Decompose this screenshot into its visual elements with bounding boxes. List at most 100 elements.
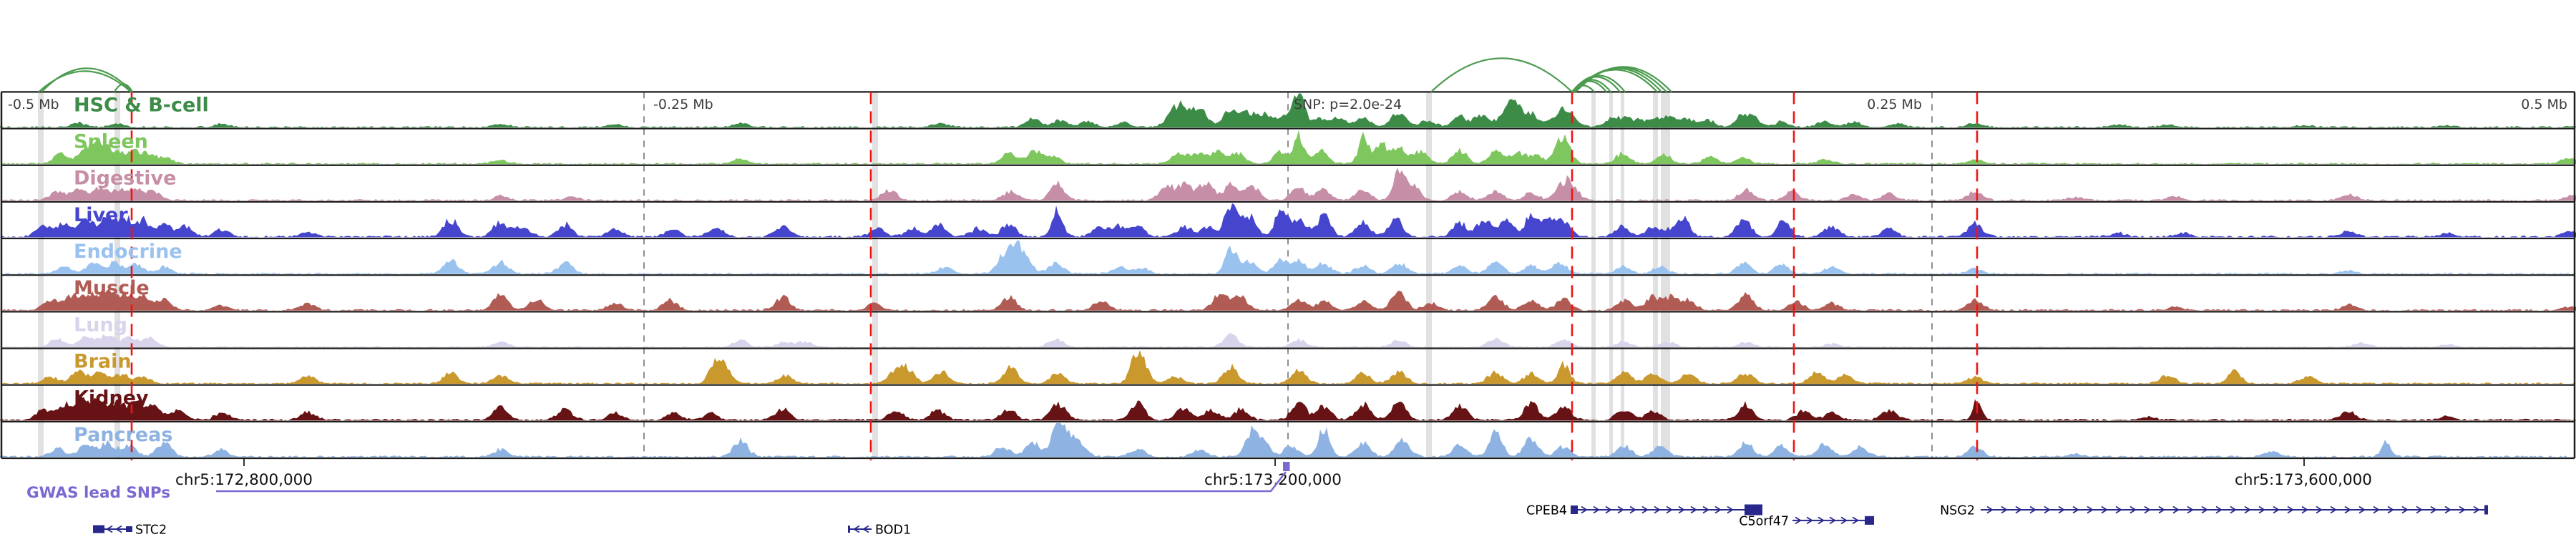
- gene-strand-arrow: [1690, 505, 1697, 514]
- gene-strand-arrow: [2287, 505, 2294, 514]
- gene-strand-arrow: [2187, 505, 2194, 514]
- gene-strand-arrow: [1714, 505, 1722, 514]
- gene-exon-stc2: [93, 525, 104, 533]
- track-label-pancreas: Pancreas: [74, 424, 172, 446]
- gene-strand-arrow: [106, 525, 113, 533]
- gene-strand-arrow: [2373, 505, 2380, 514]
- track-label-lung: Lung: [74, 314, 127, 336]
- ruler-label: -0.5 Mb: [8, 97, 59, 112]
- gene-label-c5orf47: C5orf47: [1739, 514, 1789, 528]
- gene-strand-arrow: [2430, 505, 2437, 514]
- gene-strand-arrow: [2215, 505, 2223, 514]
- gene-strand-arrow: [2144, 505, 2151, 514]
- gene-strand-arrow: [2459, 505, 2466, 514]
- signal-track-hsc-b-cell: [0, 93, 2576, 127]
- gene-strand-arrow: [2072, 505, 2079, 514]
- gene-strand-arrow: [853, 525, 860, 533]
- gene-strand-arrow: [2158, 505, 2165, 514]
- signal-track-endocrine: [0, 240, 2576, 274]
- track-label-brain: Brain: [74, 351, 132, 373]
- gene-strand-arrow: [1852, 516, 1859, 525]
- gene-exon-cpeb4: [1571, 505, 1578, 514]
- gene-strand-arrow: [2201, 505, 2208, 514]
- signal-track-brain: [0, 350, 2576, 384]
- gene-label-cpeb4: CPEB4: [1526, 504, 1567, 518]
- track-label-endocrine: Endocrine: [74, 241, 182, 263]
- gene-strand-arrow: [1840, 516, 1848, 525]
- track-label-spleen: Spleen: [74, 131, 148, 153]
- gene-strand-arrow: [2172, 505, 2180, 514]
- signal-track-pancreas: [0, 422, 2576, 458]
- gwas-snp-marker: [1283, 462, 1290, 471]
- gene-strand-arrow: [2129, 505, 2137, 514]
- gene-strand-arrow: [1617, 505, 1624, 514]
- gene-strand-arrow: [1593, 505, 1600, 514]
- gene-exon-c5orf47: [1865, 516, 1874, 525]
- signal-track-digestive: [0, 168, 2576, 201]
- gene-strand-arrow: [1795, 516, 1802, 525]
- track-label-muscle: Muscle: [74, 277, 150, 299]
- track-label-digestive: Digestive: [74, 168, 176, 190]
- gene-strand-arrow: [2044, 505, 2051, 514]
- gene-strand-arrow: [2301, 505, 2308, 514]
- ruler-label: -0.25 Mb: [653, 97, 713, 112]
- gene-strand-arrow: [2316, 505, 2323, 514]
- interaction-arc: [1575, 66, 1672, 93]
- interaction-arc: [1430, 57, 1573, 93]
- gene-strand-arrow: [2029, 505, 2036, 514]
- gene-strand-arrow: [2101, 505, 2108, 514]
- ruler-label: SNP: p=2.0e-24: [1294, 97, 1402, 112]
- gene-strand-arrow: [1702, 505, 1709, 514]
- ruler-label: 0.5 Mb: [2521, 97, 2567, 112]
- interaction-arc: [38, 70, 132, 93]
- gene-strand-arrow: [1678, 505, 1685, 514]
- gene-strand-arrow: [2087, 505, 2094, 514]
- gene-strand-arrow: [2401, 505, 2409, 514]
- track-label-liver: Liver: [74, 204, 128, 226]
- gene-strand-arrow: [2330, 505, 2337, 514]
- signal-track-kidney: [0, 397, 2576, 421]
- gene-strand-arrow: [2001, 505, 2008, 514]
- gene-strand-arrow: [2258, 505, 2265, 514]
- gene-strand-arrow: [1654, 505, 1661, 514]
- axis-tick-label: chr5:173,200,000: [1204, 471, 1342, 489]
- gene-strand-arrow: [2416, 505, 2423, 514]
- gene-strand-arrow: [2358, 505, 2366, 514]
- gene-strand-arrow: [2115, 505, 2122, 514]
- gene-strand-arrow: [1727, 505, 1734, 514]
- gene-exon-cpeb4: [1745, 504, 1762, 516]
- gene-strand-arrow: [2444, 505, 2451, 514]
- gene-label-stc2: STC2: [135, 523, 167, 537]
- axis-tick-label: chr5:172,800,000: [175, 471, 313, 489]
- gene-strand-arrow: [2273, 505, 2280, 514]
- gene-strand-arrow: [2473, 505, 2480, 514]
- gene-strand-arrow: [1986, 505, 1994, 514]
- gene-label-bod1: BOD1: [875, 523, 911, 537]
- gene-exon-nsg2: [2484, 505, 2488, 515]
- gene-strand-arrow: [1829, 516, 1836, 525]
- gene-strand-arrow: [2387, 505, 2394, 514]
- gene-strand-arrow: [2058, 505, 2065, 514]
- interaction-arc: [1571, 74, 1626, 93]
- gene-strand-arrow: [862, 525, 869, 533]
- gene-strand-arrow: [1666, 505, 1673, 514]
- signal-track-lung: [0, 332, 2576, 347]
- ruler-label: 0.25 Mb: [1867, 97, 1922, 112]
- gwas-leader-line: [216, 471, 1287, 493]
- gene-strand-arrow: [1818, 516, 1825, 525]
- track-label-kidney: Kidney: [74, 387, 149, 410]
- gene-strand-arrow: [1581, 505, 1588, 514]
- gene-strand-arrow: [1806, 516, 1813, 525]
- gene-strand-arrow: [2244, 505, 2251, 514]
- gene-strand-arrow: [1605, 505, 1612, 514]
- gene-label-nsg2: NSG2: [1940, 504, 1975, 518]
- gene-strand-arrow: [2230, 505, 2237, 514]
- gwas-track-label: GWAS lead SNPs: [26, 484, 170, 502]
- interaction-arc: [114, 83, 133, 92]
- gene-exon-bod1: [848, 526, 850, 533]
- gene-strand-arrow: [115, 525, 122, 533]
- signal-track-spleen: [0, 130, 2576, 165]
- gene-strand-arrow: [1641, 505, 1649, 514]
